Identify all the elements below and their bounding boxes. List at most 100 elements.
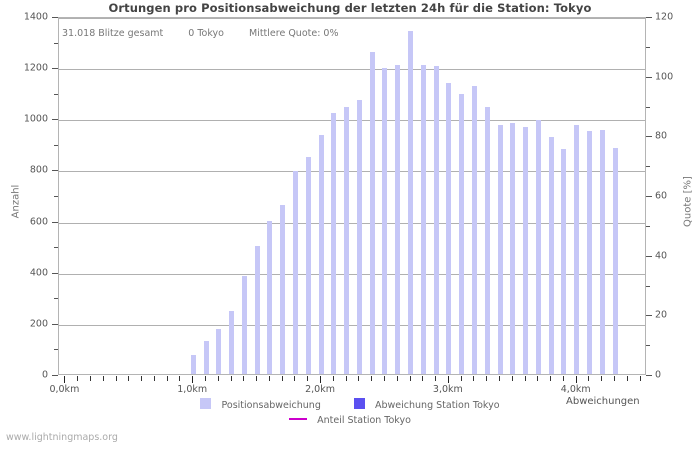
y-axis-right-minor-tick xyxy=(646,285,650,287)
legend-label-abweichung-station: Abweichung Station Tokyo xyxy=(375,400,500,411)
x-axis-tick xyxy=(179,376,181,381)
x-axis-tick xyxy=(358,376,360,381)
x-axis-tick xyxy=(371,376,373,381)
gridline xyxy=(59,120,645,122)
x-axis-tick xyxy=(396,376,398,381)
x-axis-tick-label: 4,0km xyxy=(560,384,591,395)
bar xyxy=(459,94,465,374)
bar xyxy=(408,31,414,374)
y-axis-right-tick-label: 60 xyxy=(655,190,668,202)
legend-swatch-icon-positionsabweichung xyxy=(200,398,212,409)
x-axis-tick xyxy=(601,376,603,381)
x-axis-tick xyxy=(486,376,488,381)
x-axis-tick xyxy=(256,376,258,381)
chart-annotation: 31.018 Blitze gesamt 0 Tokyo Mittlere Qu… xyxy=(62,28,339,39)
y-axis-right-tick-label: 20 xyxy=(655,309,668,321)
x-axis-tick xyxy=(383,376,385,381)
x-axis-tick xyxy=(141,376,143,381)
y-axis-left-minor-tick xyxy=(54,93,58,95)
y-axis-left-tick xyxy=(52,119,58,121)
x-axis-tick xyxy=(153,376,155,381)
x-axis-tick xyxy=(115,376,117,381)
x-axis-tick xyxy=(550,376,552,381)
legend-swatch-icon-abweichung-station xyxy=(353,398,365,409)
bar xyxy=(369,51,375,374)
bar xyxy=(356,100,362,374)
x-axis-tick xyxy=(205,376,206,381)
x-axis-tick xyxy=(128,376,130,381)
bar xyxy=(267,220,273,374)
x-axis-major-tick xyxy=(320,376,322,383)
y-axis-left-tick-label: 1200 xyxy=(23,62,48,74)
bar xyxy=(254,246,260,374)
y-axis-left-tick xyxy=(52,17,58,18)
x-axis-tick-label: 0,0km xyxy=(49,384,80,395)
x-axis-major-tick xyxy=(447,376,449,383)
gridline xyxy=(59,324,645,326)
bar xyxy=(292,170,298,374)
legend-item-anteil-station[interactable]: Anteil Station Tokyo xyxy=(289,415,411,426)
bar xyxy=(510,123,516,374)
chart-legend: Positionsabweichung Abweichung Station T… xyxy=(0,394,700,434)
bar xyxy=(318,134,324,374)
x-axis-tick xyxy=(588,376,590,381)
bar xyxy=(561,148,567,374)
y-axis-left-tick xyxy=(52,323,58,325)
x-axis-major-tick xyxy=(192,376,194,383)
y-axis-left-minor-tick xyxy=(54,247,58,249)
y-axis-right-minor-tick xyxy=(646,46,650,48)
bar xyxy=(484,106,490,374)
y-axis-right-tick xyxy=(646,76,652,78)
legend-item-abweichung-station[interactable]: Abweichung Station Tokyo xyxy=(353,398,500,411)
x-axis-tick xyxy=(281,376,283,381)
annotation-station-count: 0 Tokyo xyxy=(188,28,224,39)
x-axis-tick xyxy=(332,376,334,381)
footer-attribution: www.lightningmaps.org xyxy=(6,432,118,443)
legend-line-icon-anteil-station xyxy=(289,418,308,420)
x-axis-tick xyxy=(639,376,641,381)
bar xyxy=(344,106,350,374)
x-axis-tick xyxy=(626,376,628,381)
y-axis-right-tick-label: 80 xyxy=(655,130,668,142)
y-axis-right-tick xyxy=(646,375,652,376)
x-axis-major-tick xyxy=(575,376,577,383)
y-axis-right-minor-tick xyxy=(646,345,650,347)
y-axis-left-tick xyxy=(52,221,58,223)
y-axis-right-tick-label: 120 xyxy=(655,11,674,23)
bar xyxy=(497,124,503,374)
y-axis-right-tick-label: 40 xyxy=(655,250,668,262)
x-axis-tick xyxy=(435,376,437,381)
x-axis-tick xyxy=(511,376,513,381)
annotation-mean-quote: Mittlere Quote: 0% xyxy=(249,28,339,39)
y-axis-left-title: Anzahl xyxy=(10,184,22,219)
x-axis-tick xyxy=(460,376,462,381)
y-axis-left-tick xyxy=(52,272,58,274)
bar xyxy=(446,82,452,374)
bar xyxy=(471,86,477,374)
x-axis-tick xyxy=(562,376,564,381)
gridline xyxy=(59,171,645,173)
y-axis-left-tick-label: 400 xyxy=(29,267,48,279)
y-axis-left-tick-label: 600 xyxy=(29,216,48,228)
bar xyxy=(331,113,337,374)
x-axis-major-tick xyxy=(64,376,66,383)
y-axis-right-minor-tick xyxy=(646,106,650,108)
bar xyxy=(574,124,580,374)
legend-item-positionsabweichung[interactable]: Positionsabweichung xyxy=(200,398,321,411)
legend-label-anteil-station: Anteil Station Tokyo xyxy=(317,415,411,426)
x-axis-tick xyxy=(89,376,91,381)
bar xyxy=(586,131,592,374)
x-axis-tick xyxy=(345,376,347,381)
y-axis-left-minor-tick xyxy=(54,42,58,44)
chart-title: Ortungen pro Positionsabweichung der let… xyxy=(108,1,592,15)
y-axis-right-tick xyxy=(646,315,652,317)
x-axis-tick xyxy=(422,376,424,381)
y-axis-left-minor-tick xyxy=(54,196,58,197)
x-axis-tick xyxy=(307,376,309,381)
x-axis-tick xyxy=(294,376,296,381)
x-axis-title: Abweichungen xyxy=(566,396,640,407)
y-axis-right-title: Quote [%] xyxy=(682,176,694,227)
x-axis-tick xyxy=(473,376,475,381)
x-axis-tick xyxy=(166,376,168,381)
